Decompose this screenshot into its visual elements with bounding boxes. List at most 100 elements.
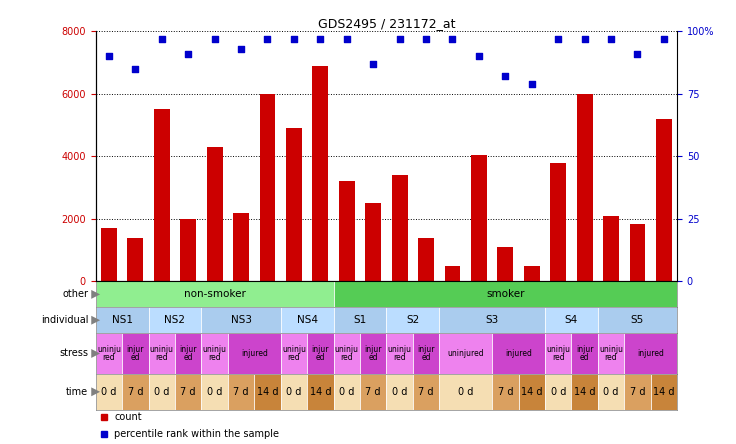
Bar [333, 333, 360, 374]
Text: 7 d: 7 d [630, 387, 645, 397]
Bar [571, 374, 598, 410]
Polygon shape [91, 349, 100, 358]
Text: 14 d: 14 d [653, 387, 675, 397]
Bar [254, 374, 280, 410]
Bar [571, 333, 598, 374]
Bar [149, 333, 175, 374]
Text: smoker: smoker [486, 289, 525, 299]
Bar [339, 181, 355, 281]
Bar [280, 307, 333, 333]
Text: 7 d: 7 d [180, 387, 196, 397]
Bar [492, 333, 545, 374]
Bar [598, 333, 624, 374]
Text: uninju
red: uninju red [202, 345, 227, 362]
Text: NS2: NS2 [164, 315, 185, 325]
Text: 14 d: 14 d [521, 387, 542, 397]
Bar [624, 333, 677, 374]
Text: S4: S4 [565, 315, 578, 325]
Bar [392, 175, 408, 281]
Bar [280, 333, 307, 374]
Bar [180, 219, 196, 281]
Text: injur
ed: injur ed [180, 345, 197, 362]
Point [658, 35, 670, 42]
Bar [149, 307, 202, 333]
Bar [386, 374, 413, 410]
Point [447, 35, 459, 42]
Text: uninju
red: uninju red [149, 345, 174, 362]
Bar [386, 307, 439, 333]
Bar [260, 94, 275, 281]
Text: uninju
red: uninju red [282, 345, 306, 362]
Bar [333, 307, 386, 333]
Bar [122, 374, 149, 410]
Title: GDS2495 / 231172_at: GDS2495 / 231172_at [318, 17, 455, 30]
Bar [439, 374, 492, 410]
Text: injur
ed: injur ed [364, 345, 382, 362]
Bar [492, 374, 519, 410]
Text: 0 d: 0 d [286, 387, 302, 397]
Bar [96, 281, 333, 307]
Bar [96, 374, 122, 410]
Text: 7 d: 7 d [418, 387, 434, 397]
Text: uninju
red: uninju red [546, 345, 570, 362]
Bar [360, 333, 386, 374]
Bar [312, 66, 328, 281]
Bar [122, 333, 149, 374]
Polygon shape [91, 290, 100, 299]
Bar [280, 374, 307, 410]
Point [236, 45, 247, 52]
Bar [651, 374, 677, 410]
Text: uninju
red: uninju red [97, 345, 121, 362]
Text: NS3: NS3 [230, 315, 252, 325]
Bar [202, 374, 228, 410]
Point [367, 60, 379, 67]
Text: time: time [66, 387, 88, 397]
Bar [418, 238, 434, 281]
Polygon shape [91, 387, 100, 396]
Bar [519, 374, 545, 410]
Text: 0 d: 0 d [392, 387, 407, 397]
Bar [598, 374, 624, 410]
Text: individual: individual [40, 315, 88, 325]
Bar [233, 213, 249, 281]
Bar [413, 333, 439, 374]
Text: S1: S1 [353, 315, 367, 325]
Text: injured: injured [241, 349, 268, 358]
Bar [545, 307, 598, 333]
Point [288, 35, 300, 42]
Bar [439, 333, 492, 374]
Bar [360, 374, 386, 410]
Bar [175, 333, 202, 374]
Text: stress: stress [60, 349, 88, 358]
Text: 14 d: 14 d [257, 387, 278, 397]
Point [261, 35, 273, 42]
Text: uninju
red: uninju red [599, 345, 623, 362]
Bar [333, 374, 360, 410]
Text: 14 d: 14 d [310, 387, 331, 397]
Text: S3: S3 [486, 315, 499, 325]
Text: non-smoker: non-smoker [184, 289, 246, 299]
Point [605, 35, 617, 42]
Bar [524, 266, 539, 281]
Text: 7 d: 7 d [127, 387, 143, 397]
Bar [577, 94, 592, 281]
Text: other: other [63, 289, 88, 299]
Point [314, 35, 326, 42]
Bar [445, 266, 461, 281]
Text: 7 d: 7 d [498, 387, 513, 397]
Text: 0 d: 0 d [458, 387, 473, 397]
Text: uninju
red: uninju red [335, 345, 358, 362]
Bar [598, 307, 677, 333]
Text: percentile rank within the sample: percentile rank within the sample [114, 428, 279, 439]
Point [552, 35, 564, 42]
Point [156, 35, 168, 42]
Bar [413, 374, 439, 410]
Bar [551, 163, 566, 281]
Bar [545, 374, 571, 410]
Bar [307, 374, 333, 410]
Bar [545, 333, 571, 374]
Point [183, 50, 194, 57]
Bar [439, 307, 545, 333]
Bar [307, 333, 333, 374]
Text: injur
ed: injur ed [127, 345, 144, 362]
